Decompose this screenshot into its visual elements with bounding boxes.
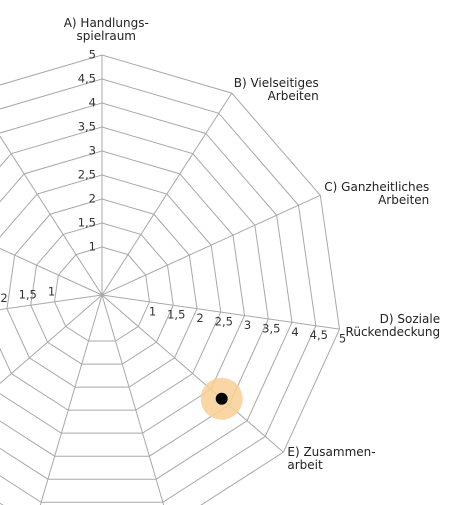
grid-ring	[0, 126, 269, 457]
tick-label: 1,5	[19, 288, 37, 302]
grid-ring	[6, 198, 198, 388]
tick-label: 4	[291, 325, 298, 339]
axis-label: A) Handlungs- spielraum	[63, 16, 149, 43]
axis-spoke	[101, 194, 321, 296]
tick-label: 1	[48, 284, 55, 298]
tick-label: 5	[89, 48, 96, 62]
axis-spoke	[101, 294, 340, 330]
axis-label: B) Vielseitiges Arbeiten	[233, 76, 319, 104]
grid-ring	[0, 150, 246, 434]
grid-ring	[0, 78, 317, 503]
tick-label: 1	[89, 240, 96, 254]
tick-label: 2	[196, 311, 203, 325]
grid-ring	[0, 102, 293, 480]
tick-label: 2	[89, 192, 96, 206]
grid-ring	[30, 222, 174, 365]
axis-label: C) Ganzheitliches Arbeiten	[324, 180, 430, 208]
axis-spoke	[101, 294, 165, 505]
axis-spoke	[39, 294, 103, 505]
grid-ring	[0, 174, 222, 411]
axis-spoke	[0, 247, 103, 296]
tick-label: 5	[339, 332, 346, 346]
grid-ring	[53, 246, 151, 342]
axis-spoke	[0, 294, 103, 311]
axis-spoke	[0, 294, 103, 385]
tick-label: 1,5	[78, 216, 96, 230]
tick-label: 2,5	[78, 168, 96, 182]
tick-label: 4	[89, 96, 96, 110]
data-point	[215, 392, 228, 405]
axis-spoke	[101, 92, 233, 296]
tick-label: 3	[244, 318, 251, 332]
tick-label: 1,5	[167, 308, 185, 322]
tick-label: 1	[149, 304, 156, 318]
axis-label: E) Zusammen- arbeit	[287, 445, 376, 473]
tick-label: 3,5	[78, 120, 96, 134]
tick-label: 3,5	[262, 321, 280, 335]
grid-ring	[0, 54, 341, 505]
tick-label: 3	[89, 144, 96, 158]
tick-label: 2	[0, 291, 7, 305]
tick-label: 2,5	[215, 315, 233, 329]
tick-label: 4,5	[310, 328, 328, 342]
tick-label: 4,5	[78, 72, 96, 86]
axis-spoke	[0, 135, 103, 296]
axis-spoke	[101, 294, 284, 453]
axis-label: D) Soziale Rückendeckung	[345, 312, 441, 340]
